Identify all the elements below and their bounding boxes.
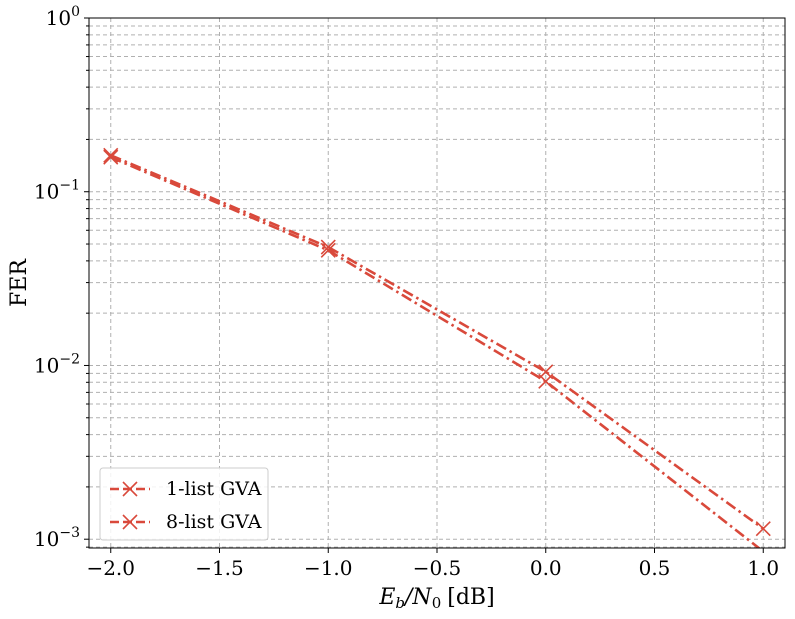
x-tick-label: 1.0 [747, 556, 779, 580]
y-tick-base: 10 [34, 353, 59, 377]
x-axis-title-unit: [dB] [447, 585, 494, 610]
y-tick-label: 10−3 [34, 525, 80, 551]
series-1-marker [755, 521, 771, 537]
series-1-marker [103, 147, 119, 163]
y-tick-base: 10 [34, 180, 59, 204]
x-tick-label: 0.5 [639, 556, 671, 580]
legend: 1-list GVA 8-list GVA [99, 467, 269, 541]
x-axis-title-main: E [378, 585, 395, 610]
y-tick-exponent: −1 [59, 178, 80, 194]
y-axis-title: FER [7, 258, 32, 307]
x-tick-label: −1.0 [304, 556, 353, 580]
y-tick-base: 10 [46, 6, 71, 30]
grid [89, 17, 785, 548]
y-tick-exponent: 0 [71, 4, 80, 20]
series-layer [110, 154, 765, 548]
y-tick-label: 100 [46, 4, 80, 30]
legend-item-2: 8-list GVA [110, 511, 262, 533]
x-tick-label: −2.0 [86, 556, 135, 580]
legend-swatch-marker [122, 514, 138, 530]
y-tick-label: 10−2 [34, 351, 80, 377]
legend-label: 8-list GVA [166, 511, 262, 533]
x-axis-title: Eb/N0 [dB] [378, 585, 494, 612]
series-2-marker [538, 373, 554, 389]
x-tick-label: −0.5 [413, 556, 462, 580]
legend-swatch-marker [122, 481, 138, 497]
y-tick-exponent: −3 [59, 525, 80, 541]
series-2-marker [320, 242, 336, 258]
y-tick-label: 10−1 [34, 178, 80, 204]
x-tick-label: 0.0 [530, 556, 562, 580]
marker-layer [103, 147, 771, 537]
x-tick-label: −1.5 [195, 556, 244, 580]
series-line-2 [110, 156, 761, 548]
series-2-marker [103, 149, 119, 165]
x-axis-title-sub1: b [395, 594, 405, 612]
series-1-marker [320, 239, 336, 255]
legend-item-1: 1-list GVA [110, 478, 262, 500]
series-line-1 [110, 154, 765, 530]
legend-label: 1-list GVA [166, 478, 262, 500]
x-axis-title-mid: /N [403, 585, 432, 610]
x-axis-title-sub2: 0 [432, 594, 442, 612]
y-tick-exponent: −2 [59, 351, 80, 367]
y-tick-base: 10 [34, 527, 59, 551]
